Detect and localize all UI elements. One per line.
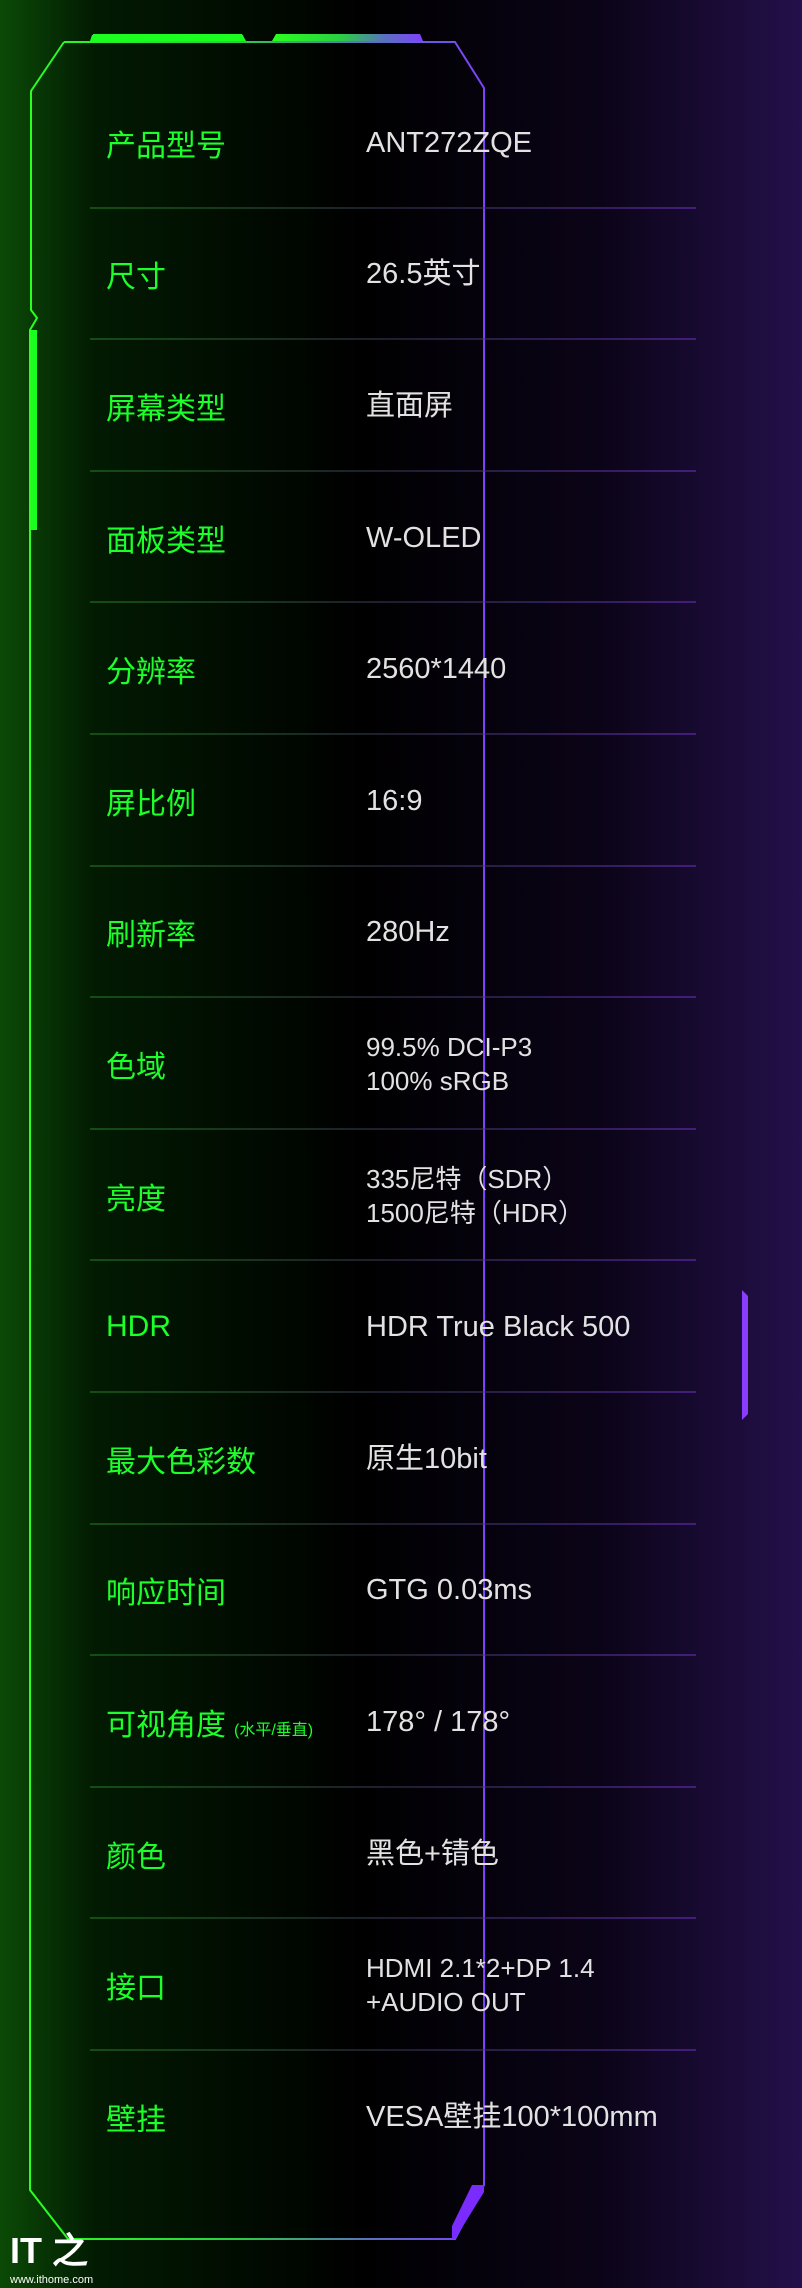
spec-value: GTG 0.03ms (366, 1572, 532, 1608)
spec-label-text: 最大色彩数 (106, 1445, 256, 1479)
spec-label-text: 响应时间 (106, 1577, 226, 1611)
spec-value: W-OLED (366, 520, 481, 556)
spec-row: 分辨率 2560*1440 (90, 603, 696, 735)
spec-label-text: 产品型号 (106, 129, 226, 163)
spec-label-text: 屏幕类型 (106, 392, 226, 426)
spec-value-line: HDMI 2.1*2+DP 1.4 (366, 1953, 595, 1984)
spec-label-text: 接口 (106, 1972, 166, 2006)
spec-row: 面板类型 W-OLED (90, 472, 696, 604)
spec-row: 色域 99.5% DCI-P3 100% sRGB (90, 998, 696, 1130)
spec-sublabel: (水平/垂直) (234, 1721, 314, 1739)
spec-label-text: 屏比例 (106, 787, 196, 821)
spec-value: 335尼特（SDR） 1500尼特（HDR） (366, 1162, 584, 1230)
spec-row: 接口 HDMI 2.1*2+DP 1.4 +AUDIO OUT (90, 1919, 696, 2051)
spec-value: 16:9 (366, 783, 422, 819)
spec-table: 产品型号 ANT272ZQE 尺寸 26.5英寸屏幕类型 直面屏面板类型 W-OLED 分辨… (90, 77, 696, 2183)
spec-row: 可视角度 (水平/垂直) 178° / 178° (90, 1656, 696, 1788)
spec-value-line: 178° / 178° (366, 1705, 511, 1738)
spec-label-text: 壁挂 (106, 2103, 166, 2137)
spec-row: 最大色彩数 原生10bit (90, 1393, 696, 1525)
spec-label: 最大色彩数 (106, 1437, 256, 1481)
spec-value: ANT272ZQE (366, 125, 532, 161)
spec-row: 响应时间 GTG 0.03ms (90, 1525, 696, 1657)
spec-row: 颜色 黑色+锖色 (90, 1788, 696, 1920)
spec-label: 接口 (106, 1963, 166, 2007)
spec-value-line: 原生10bit (366, 1442, 487, 1475)
spec-value-line: 黑色+锖色 (366, 1837, 499, 1870)
spec-row: 尺寸 26.5英寸 (90, 209, 696, 341)
spec-label-text: 色域 (106, 1050, 166, 1084)
spec-row: HDR HDR True Black 500 (90, 1261, 696, 1393)
spec-value: HDMI 2.1*2+DP 1.4 +AUDIO OUT (366, 1951, 595, 2019)
spec-label-text: 颜色 (106, 1840, 166, 1874)
spec-label-text: 可视角度 (106, 1708, 226, 1742)
spec-value-line: W-OLED (366, 521, 482, 554)
spec-value-line: VESA壁挂100*100mm (366, 2100, 658, 2133)
spec-label-text: 刷新率 (106, 919, 196, 953)
spec-value: 26.5英寸 (366, 256, 480, 292)
spec-row: 屏比例 16:9 (90, 735, 696, 867)
spec-value: VESA壁挂100*100mm (366, 2099, 658, 2135)
spec-value-line: 280Hz (366, 916, 450, 949)
spec-value-line: ANT272ZQE (366, 126, 532, 159)
spec-label: 可视角度 (水平/垂直) (106, 1700, 313, 1744)
spec-value: HDR True Black 500 (366, 1309, 630, 1345)
spec-value: 2560*1440 (366, 651, 506, 687)
spec-label: 刷新率 (106, 910, 196, 954)
spec-label: 尺寸 (106, 252, 166, 296)
spec-value-line: 1500尼特（HDR） (366, 1197, 585, 1228)
spec-label: HDR (106, 1310, 171, 1344)
spec-label: 屏比例 (106, 779, 196, 823)
spec-label: 产品型号 (106, 121, 226, 165)
spec-value: 99.5% DCI-P3 100% sRGB (366, 1030, 532, 1098)
spec-label: 亮度 (106, 1174, 166, 1218)
spec-value-line: 99.5% DCI-P3 (366, 1031, 533, 1062)
spec-label: 面板类型 (106, 516, 226, 560)
spec-row: 亮度 335尼特（SDR） 1500尼特（HDR） (90, 1130, 696, 1262)
watermark-url: www.ithome.com (10, 2274, 94, 2286)
spec-value-line: 100% sRGB (366, 1065, 510, 1096)
spec-label: 屏幕类型 (106, 384, 226, 428)
spec-label-text: 面板类型 (106, 524, 226, 558)
spec-value-line: 直面屏 (366, 389, 454, 422)
spec-value-line: 26.5英寸 (366, 258, 481, 291)
spec-label: 色域 (106, 1042, 166, 1086)
spec-value: 直面屏 (366, 388, 453, 424)
spec-label-text: 亮度 (106, 1182, 166, 1216)
spec-row: 壁挂 VESA壁挂100*100mm (90, 2051, 696, 2183)
ithome-logo: IT 之 (10, 2230, 88, 2271)
spec-label: 分辨率 (106, 647, 196, 691)
spec-label-text: HDR (106, 1310, 171, 1344)
spec-value-line: GTG 0.03ms (366, 1574, 532, 1607)
spec-row: 屏幕类型 直面屏 (90, 340, 696, 472)
spec-value-line: 2560*1440 (366, 653, 507, 686)
spec-label: 响应时间 (106, 1568, 226, 1612)
spec-row: 产品型号 ANT272ZQE (90, 77, 696, 209)
spec-value-line: 16:9 (366, 784, 423, 817)
spec-value-line: HDR True Black 500 (366, 1311, 631, 1344)
watermark: IT 之 www.ithome.com (10, 2222, 93, 2286)
spec-row: 刷新率 280Hz (90, 867, 696, 999)
spec-label: 颜色 (106, 1832, 166, 1876)
spec-label: 壁挂 (106, 2095, 166, 2139)
spec-value-line: +AUDIO OUT (366, 1987, 526, 2018)
spec-value-line: 335尼特（SDR） (366, 1163, 569, 1194)
spec-value: 280Hz (366, 914, 450, 950)
spec-value: 原生10bit (366, 1441, 487, 1477)
spec-label-text: 分辨率 (106, 656, 196, 690)
spec-value: 黑色+锖色 (366, 1836, 499, 1872)
spec-label-text: 尺寸 (106, 261, 166, 295)
spec-value: 178° / 178° (366, 1704, 510, 1740)
